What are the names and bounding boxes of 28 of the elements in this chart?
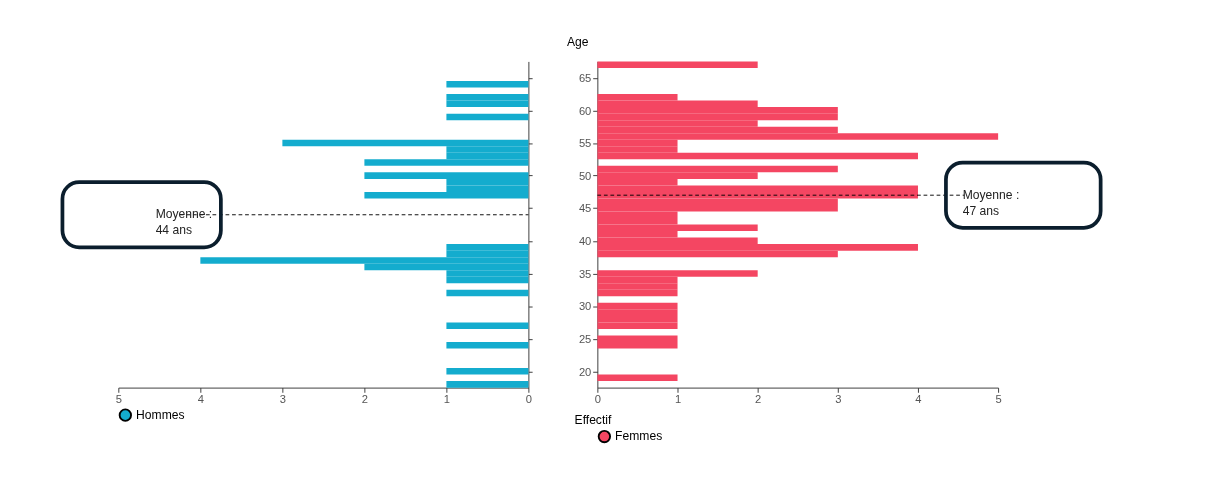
x-tick-label: 4 bbox=[915, 393, 922, 406]
y-tick-label: 40 bbox=[578, 235, 592, 248]
x-tick-label: 1 bbox=[443, 393, 450, 406]
x-tick-label: 2 bbox=[361, 393, 368, 406]
x-tick-label: 2 bbox=[755, 393, 762, 406]
y-tick-label: 60 bbox=[578, 104, 592, 117]
x-tick-label: 1 bbox=[674, 393, 682, 406]
y-tick-label: 25 bbox=[578, 332, 592, 345]
x-axis-title: Effectif bbox=[574, 412, 612, 427]
x-tick-label: 0 bbox=[525, 393, 532, 406]
y-axis-title: Age bbox=[566, 35, 589, 50]
legend-label: Hommes bbox=[136, 407, 185, 422]
y-tick-label: 45 bbox=[578, 202, 592, 215]
y-tick-label: 35 bbox=[578, 267, 592, 280]
x-tick-label: 5 bbox=[115, 393, 122, 406]
y-tick-label: 30 bbox=[578, 300, 592, 313]
ref-line-label: Moyenne : 44 ans bbox=[155, 207, 213, 238]
ref-line-label: Moyenne : 47 ans bbox=[962, 187, 1020, 218]
legend-label: Femmes bbox=[615, 429, 663, 444]
x-tick-label: 3 bbox=[279, 393, 286, 406]
y-tick-label: 55 bbox=[578, 137, 592, 150]
y-tick-label: 20 bbox=[578, 365, 592, 378]
x-tick-label: 3 bbox=[835, 393, 842, 406]
x-tick-label: 5 bbox=[995, 393, 1002, 406]
y-tick-label: 50 bbox=[578, 169, 592, 182]
x-tick-label: 4 bbox=[197, 393, 204, 406]
x-tick-label: 0 bbox=[594, 393, 601, 406]
y-tick-label: 65 bbox=[578, 71, 592, 84]
